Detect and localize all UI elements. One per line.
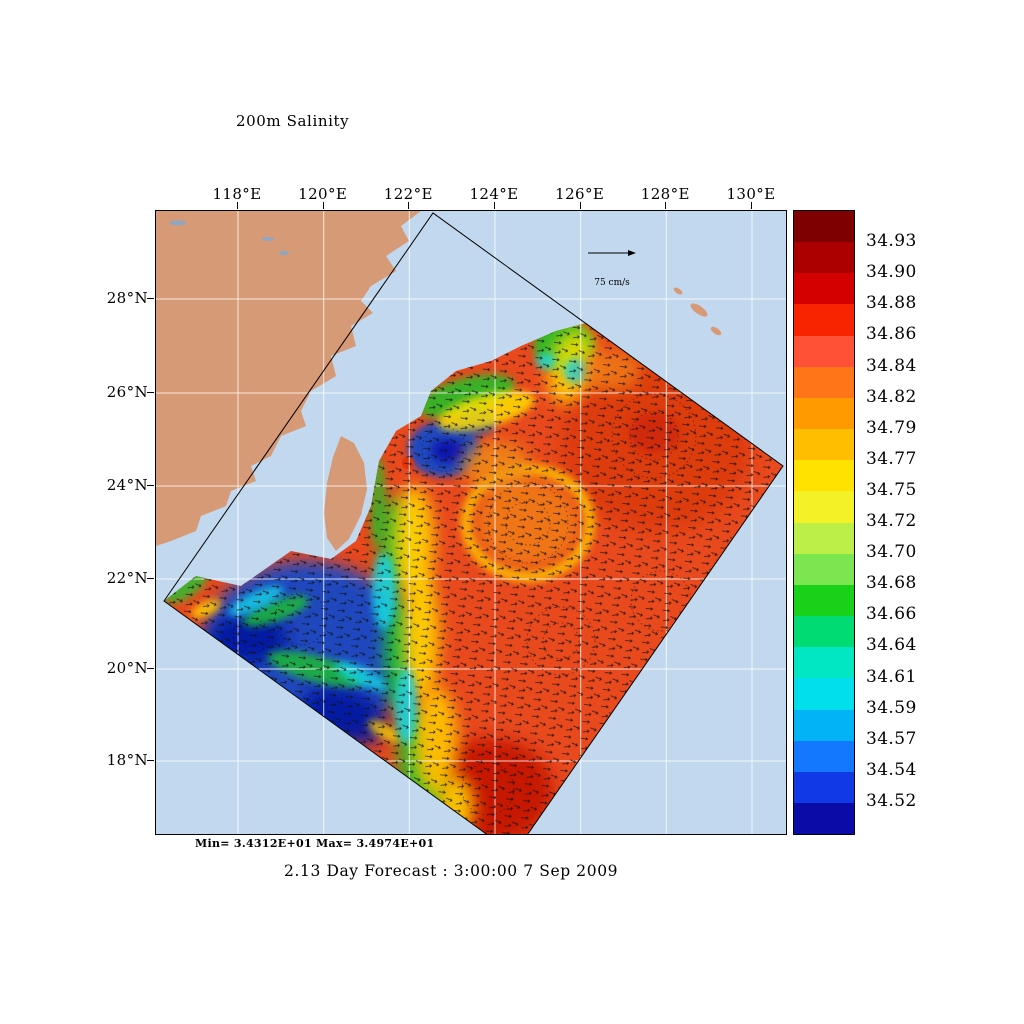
colorbar-tick-label: 34.82 bbox=[866, 386, 917, 407]
x-axis-tickmark bbox=[408, 202, 410, 209]
y-axis-tick-label: 22°N bbox=[106, 569, 148, 587]
x-axis-tick-label: 130°E bbox=[726, 185, 776, 203]
colorbar-tick-label: 34.79 bbox=[866, 417, 917, 438]
x-axis-tick-label: 122°E bbox=[383, 185, 433, 203]
x-axis-tickmark bbox=[751, 202, 752, 209]
colorbar-cell bbox=[794, 460, 854, 492]
colorbar-tick-label: 34.90 bbox=[866, 262, 917, 283]
colorbar-tick-label: 34.75 bbox=[866, 479, 917, 500]
y-axis-tickmark bbox=[147, 485, 154, 486]
colorbar-cell bbox=[794, 584, 854, 617]
x-axis-tick-label: 124°E bbox=[469, 185, 519, 203]
colorbar-tick-label: 34.72 bbox=[866, 511, 917, 531]
y-axis-tick-label: 18°N bbox=[106, 751, 148, 769]
colorbar-tick-label: 34.70 bbox=[866, 542, 917, 563]
colorbar-tick-label: 34.77 bbox=[866, 448, 917, 469]
land-mainland-china bbox=[156, 211, 421, 546]
y-axis-tickmark bbox=[147, 298, 154, 299]
taiwan-island bbox=[324, 436, 367, 551]
forecast-caption: 2.13 Day Forecast : 3:00:00 7 Sep 2009 bbox=[284, 862, 619, 880]
reference-vector: 75 cm/s bbox=[588, 250, 636, 288]
y-axis-tickmark bbox=[147, 392, 154, 393]
colorbar-cell bbox=[794, 335, 854, 367]
plot-title: 200m Salinity bbox=[236, 112, 350, 130]
colorbar-cell bbox=[794, 366, 854, 398]
x-axis-tickmark bbox=[322, 202, 324, 209]
colorbar-tick-label: 34.66 bbox=[866, 604, 917, 625]
minmax-annotation: Min= 3.4312E+01 Max= 3.4974E+01 bbox=[195, 837, 435, 850]
y-axis-tick-label: 24°N bbox=[106, 476, 148, 494]
colorbar-cell bbox=[794, 304, 854, 336]
x-axis-tick-label: 118°E bbox=[212, 185, 262, 203]
y-axis-tick-label: 26°N bbox=[106, 383, 148, 401]
colorbar-cell bbox=[794, 771, 854, 803]
colorbar-tick-label: 34.64 bbox=[866, 635, 917, 656]
reference-vector-label: 75 cm/s bbox=[594, 278, 630, 288]
colorbar-cell bbox=[794, 211, 854, 243]
x-axis-tick-label: 120°E bbox=[298, 185, 348, 203]
x-axis-tick-label: 128°E bbox=[640, 185, 690, 203]
colorbar-cell bbox=[794, 397, 854, 430]
x-axis-tickmark bbox=[665, 202, 667, 209]
coastal-islets bbox=[170, 220, 289, 255]
y-axis-tick-label: 20°N bbox=[106, 659, 148, 677]
colorbar-tick-label: 34.54 bbox=[866, 759, 917, 780]
colorbar-cell bbox=[794, 709, 854, 741]
colorbar-tick-label: 34.84 bbox=[866, 355, 917, 376]
small-islands bbox=[673, 287, 722, 336]
colorbar-cell bbox=[794, 647, 854, 679]
colorbar-cell bbox=[794, 553, 854, 585]
colorbar-cell bbox=[794, 616, 854, 648]
map-frame: 75 cm/s bbox=[155, 210, 787, 835]
colorbar-cell bbox=[794, 242, 854, 274]
x-axis-tickmark bbox=[494, 202, 495, 209]
x-axis-tickmark bbox=[237, 202, 238, 209]
y-axis-tick-label: 28°N bbox=[106, 289, 148, 307]
colorbar-tick-label: 34.68 bbox=[866, 573, 917, 594]
colorbar-cell bbox=[794, 678, 854, 710]
colorbar-tick-label: 34.88 bbox=[866, 293, 917, 314]
y-axis-tickmark bbox=[147, 668, 154, 669]
map-canvas: 75 cm/s bbox=[156, 211, 786, 834]
colorbar-tick-label: 34.61 bbox=[866, 666, 917, 687]
colorbar-tick-label: 34.93 bbox=[866, 231, 917, 252]
colorbar-tick-label: 34.57 bbox=[866, 728, 917, 749]
colorbar-cell bbox=[794, 522, 854, 554]
colorbar-cell bbox=[794, 802, 854, 835]
colorbar-cell bbox=[794, 491, 854, 523]
x-axis-tick-label: 126°E bbox=[555, 185, 605, 203]
colorbar-tick-label: 34.86 bbox=[866, 324, 917, 345]
colorbar bbox=[793, 210, 855, 835]
colorbar-cell bbox=[794, 429, 854, 461]
colorbar-cell bbox=[794, 273, 854, 305]
x-axis-tickmark bbox=[579, 202, 581, 209]
colorbar-cell bbox=[794, 740, 854, 772]
colorbar-tick-label: 34.52 bbox=[866, 790, 917, 811]
y-axis-tickmark bbox=[147, 578, 154, 579]
y-axis-tickmark bbox=[147, 760, 154, 761]
colorbar-tick-label: 34.59 bbox=[866, 697, 917, 718]
